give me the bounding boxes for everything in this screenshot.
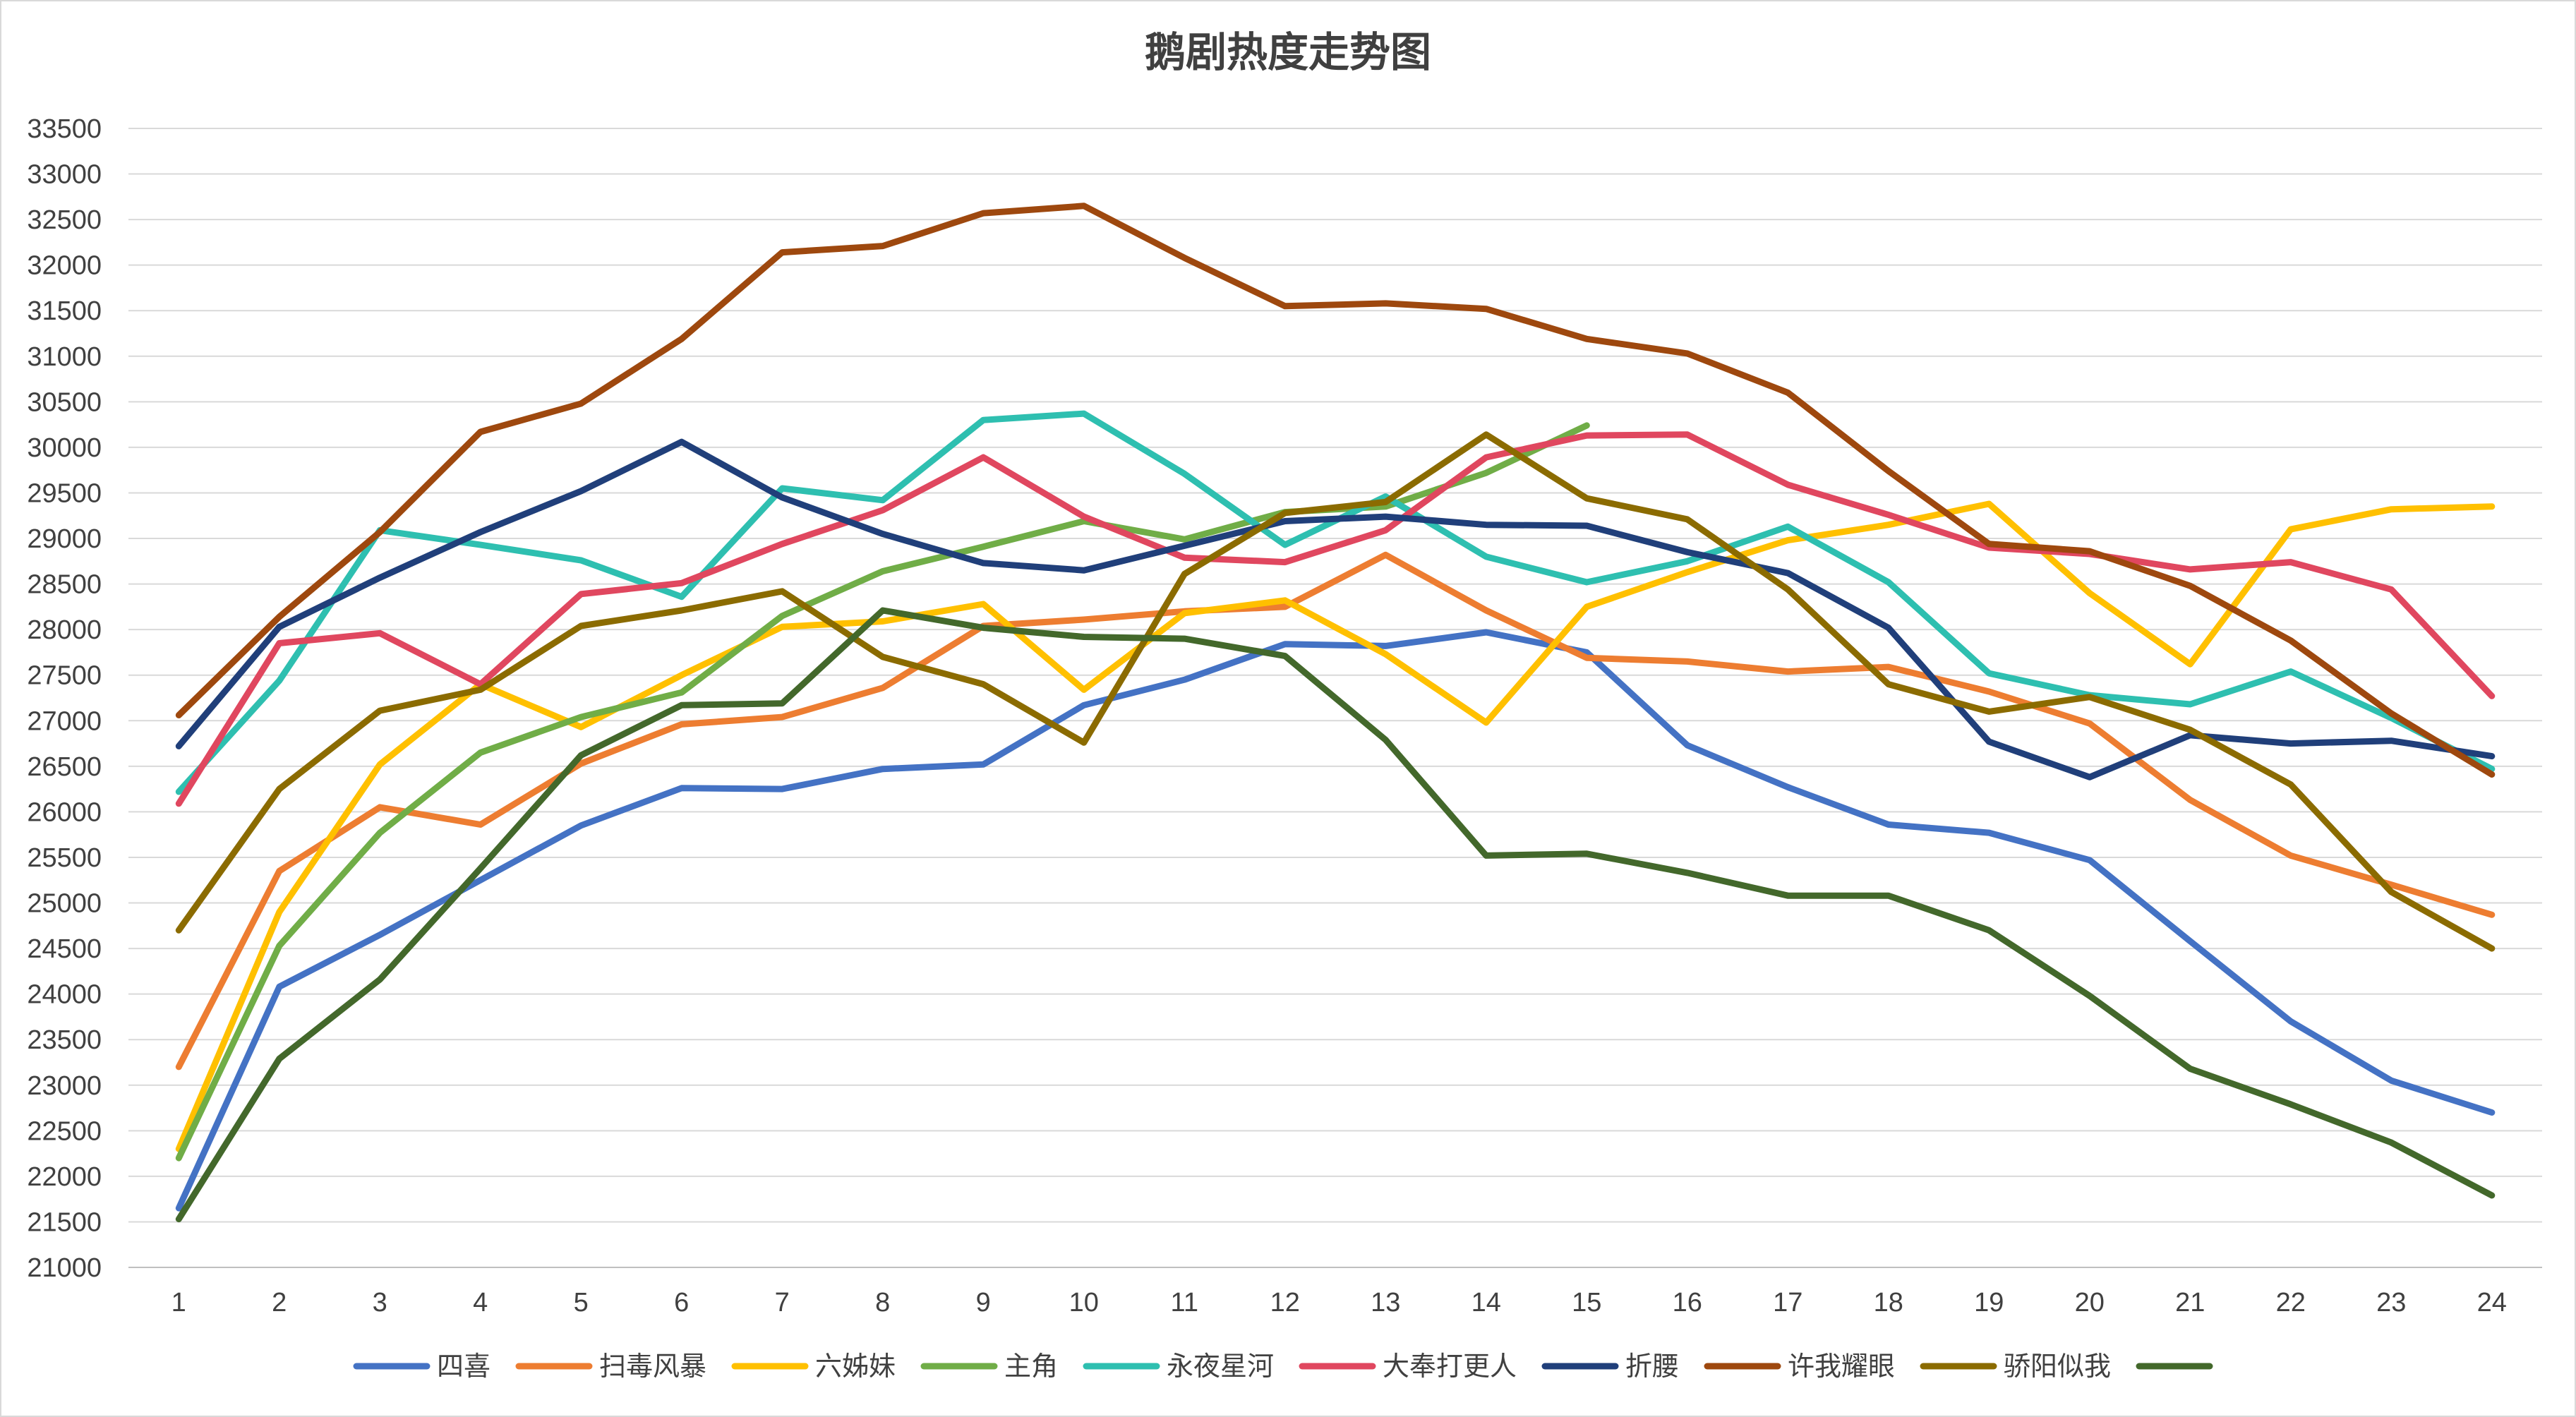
y-tick-label: 32500 bbox=[27, 205, 102, 235]
legend-label: 四喜 bbox=[437, 1351, 490, 1382]
y-tick-label: 21500 bbox=[27, 1207, 102, 1237]
y-tick-label: 24000 bbox=[27, 980, 102, 1010]
x-tick-label: 14 bbox=[1471, 1288, 1501, 1317]
x-tick-label: 10 bbox=[1069, 1288, 1099, 1317]
y-tick-label: 25000 bbox=[27, 889, 102, 919]
legend-label: 扫毒风暴 bbox=[599, 1351, 706, 1382]
legend-label: 主角 bbox=[1004, 1351, 1058, 1382]
x-tick-label: 18 bbox=[1874, 1288, 1903, 1317]
chart-title: 鹅剧热度走势图 bbox=[1145, 28, 1431, 76]
x-tick-label: 20 bbox=[2075, 1288, 2105, 1317]
x-tick-label: 22 bbox=[2276, 1288, 2306, 1317]
y-tick-label: 33500 bbox=[27, 114, 102, 144]
x-tick-label: 8 bbox=[875, 1288, 890, 1317]
x-tick-label: 19 bbox=[1974, 1288, 2004, 1317]
x-tick-label: 5 bbox=[574, 1288, 589, 1317]
y-tick-label: 33000 bbox=[27, 160, 102, 190]
legend-label: 骄阳似我 bbox=[2004, 1351, 2111, 1382]
y-tick-label: 31000 bbox=[27, 342, 102, 372]
y-tick-label: 27500 bbox=[27, 661, 102, 691]
legend-item: 永夜星河 bbox=[1083, 1351, 1274, 1382]
x-tick-label: 24 bbox=[2477, 1288, 2507, 1317]
y-tick-label: 23500 bbox=[27, 1025, 102, 1055]
x-tick-label: 13 bbox=[1371, 1288, 1400, 1317]
legend-label: 永夜星河 bbox=[1167, 1351, 1274, 1382]
x-tick-label: 6 bbox=[674, 1288, 689, 1317]
legend-item: 大奉打更人 bbox=[1299, 1351, 1517, 1382]
x-tick-label: 17 bbox=[1773, 1288, 1802, 1317]
legend-item: 许我耀眼 bbox=[1704, 1351, 1895, 1382]
legend-label: 六姊妹 bbox=[815, 1351, 896, 1382]
y-tick-label: 26000 bbox=[27, 797, 102, 827]
y-tick-label: 27000 bbox=[27, 706, 102, 736]
y-tick-label: 29000 bbox=[27, 524, 102, 554]
legend-item: 折腰 bbox=[1541, 1351, 1679, 1382]
legend-item: 扫毒风暴 bbox=[515, 1351, 706, 1382]
series-line-8 bbox=[175, 203, 2496, 778]
y-tick-label: 21000 bbox=[27, 1253, 102, 1283]
y-tick-label: 29500 bbox=[27, 478, 102, 508]
x-tick-label: 2 bbox=[272, 1288, 287, 1317]
y-tick-label: 26500 bbox=[27, 752, 102, 782]
x-tick-label: 9 bbox=[976, 1288, 991, 1317]
x-tick-label: 23 bbox=[2376, 1288, 2406, 1317]
y-tick-label: 22500 bbox=[27, 1116, 102, 1146]
x-tick-label: 21 bbox=[2175, 1288, 2205, 1317]
y-tick-label: 30500 bbox=[27, 387, 102, 417]
x-axis: 1 2 3 4 5 6 7 8 9 10 11 12 13 14 15 16 17 18 19 20 21 22 23 24 bbox=[128, 1267, 2542, 1317]
y-tick-label: 28000 bbox=[27, 615, 102, 645]
legend-label: 折腰 bbox=[1625, 1351, 1679, 1382]
series-line-1 bbox=[175, 629, 2496, 1212]
x-tick-label: 1 bbox=[171, 1288, 186, 1317]
legend-item: 六姊妹 bbox=[731, 1351, 896, 1382]
x-tick-label: 7 bbox=[775, 1288, 790, 1317]
legend-label: 许我耀眼 bbox=[1788, 1351, 1895, 1382]
y-tick-label: 25500 bbox=[27, 843, 102, 873]
legend: 四喜 扫毒风暴 六姊妹 主角 永夜星河 大奉打更人 折腰 许我耀眼 骄阳似我 bbox=[353, 1351, 2213, 1382]
y-tick-label: 24500 bbox=[27, 934, 102, 964]
series-line-10 bbox=[175, 607, 2496, 1223]
legend-item: 主角 bbox=[920, 1351, 1058, 1382]
legend-label: 大奉打更人 bbox=[1383, 1351, 1517, 1382]
y-tick-label: 28500 bbox=[27, 570, 102, 600]
x-tick-label: 4 bbox=[473, 1288, 488, 1317]
y-tick-label: 22000 bbox=[27, 1162, 102, 1192]
series-line-3 bbox=[175, 500, 2496, 1152]
y-tick-label: 30000 bbox=[27, 433, 102, 463]
series-line-6 bbox=[175, 431, 2496, 807]
x-tick-label: 3 bbox=[373, 1288, 387, 1317]
legend-item: 骄阳似我 bbox=[1920, 1351, 2111, 1382]
x-tick-label: 11 bbox=[1171, 1288, 1198, 1317]
series-layer bbox=[175, 203, 2496, 1223]
y-axis: 21000 21500 22000 22500 23000 23500 24000 24500… bbox=[27, 114, 102, 1283]
y-tick-label: 23000 bbox=[27, 1071, 102, 1101]
x-tick-label: 15 bbox=[1572, 1288, 1601, 1317]
x-tick-label: 16 bbox=[1673, 1288, 1702, 1317]
x-tick-label: 12 bbox=[1270, 1288, 1300, 1317]
y-tick-label: 32000 bbox=[27, 251, 102, 281]
series-line-9 bbox=[175, 431, 2496, 952]
series-line-7 bbox=[175, 438, 2496, 780]
y-tick-label: 31500 bbox=[27, 296, 102, 326]
legend-item: 四喜 bbox=[353, 1351, 490, 1382]
